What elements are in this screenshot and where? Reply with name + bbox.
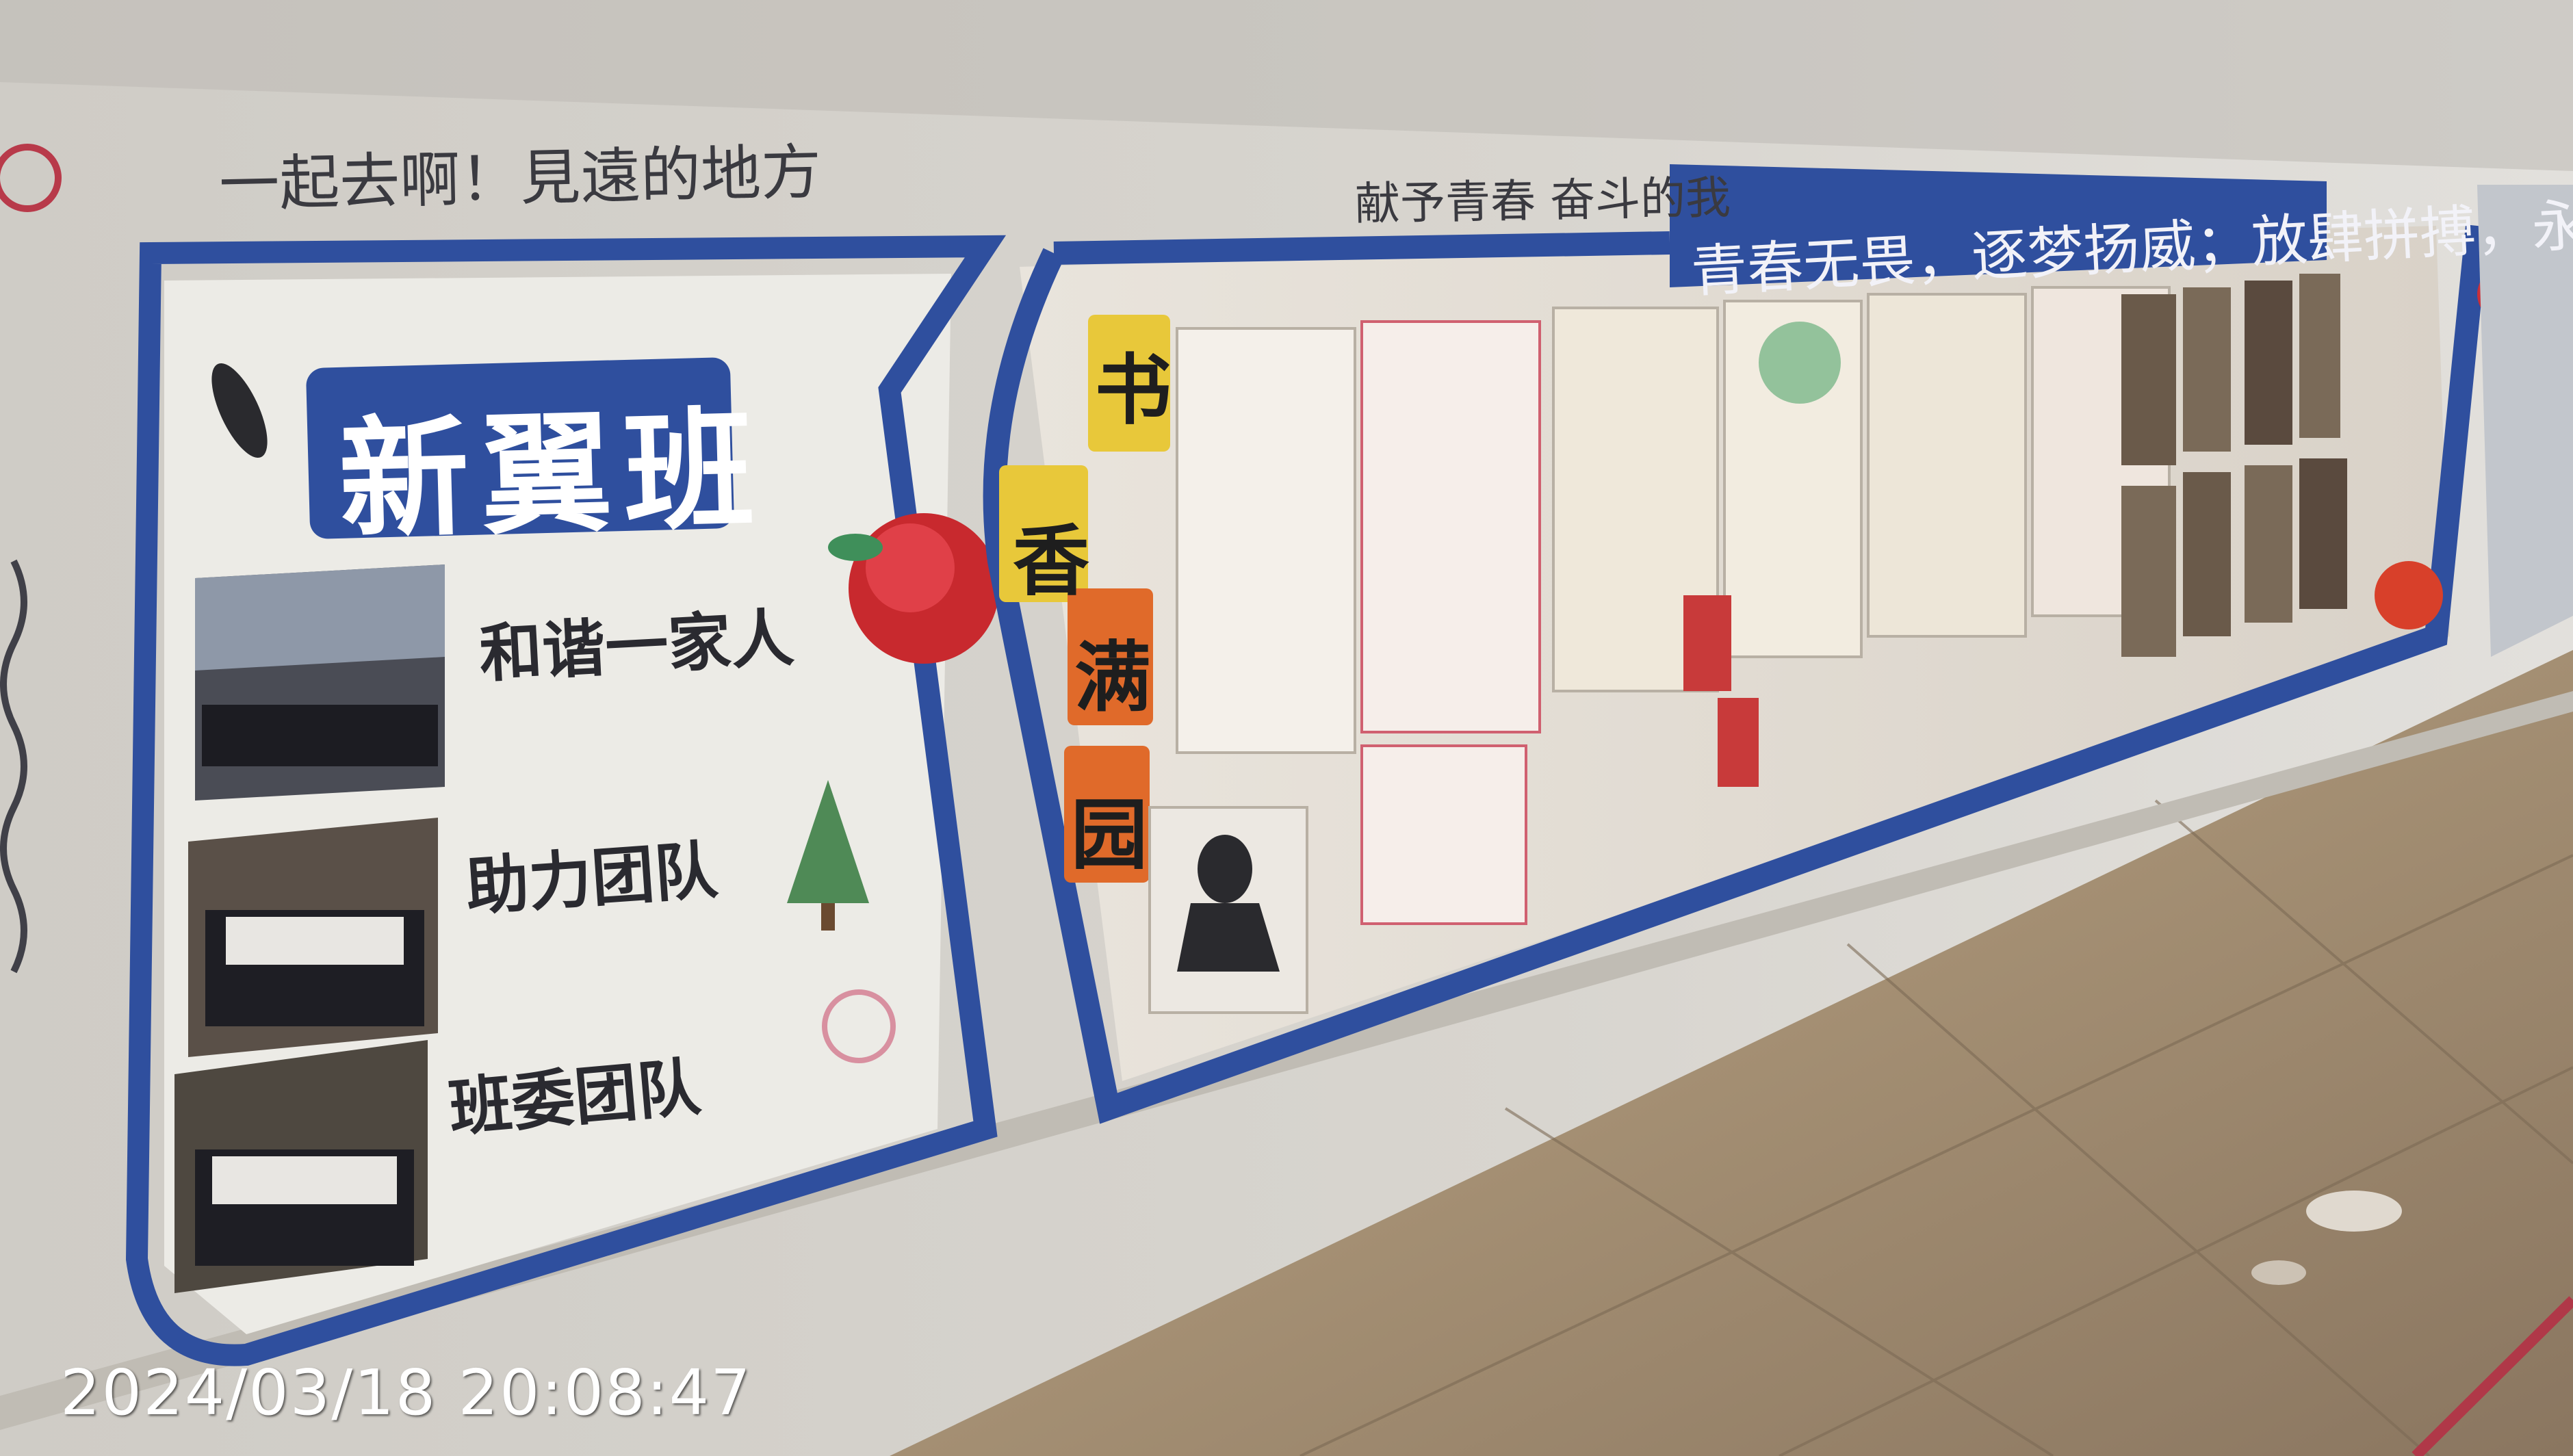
tile-shu — [1088, 315, 1170, 452]
right-panel-frame — [983, 224, 2489, 1124]
photo-3 — [174, 1040, 428, 1293]
tile-xiang — [999, 465, 1088, 602]
baseboard — [0, 691, 2573, 1430]
photo-1 — [195, 564, 445, 801]
left-panel-frame — [125, 235, 1007, 1366]
ceiling-shade — [0, 0, 2573, 171]
tile-character: 园 — [1071, 790, 1148, 880]
top-slogan: 一起去啊！見遠的地方 — [218, 136, 823, 220]
slogan-banner — [1670, 164, 2327, 287]
feather-decoration — [211, 363, 268, 458]
paper-flower-green — [1759, 322, 1841, 404]
tile-man — [1068, 588, 1153, 725]
dedication-text: 献予青春 奋斗的我 — [1354, 171, 1731, 231]
portrait-illustration — [1177, 835, 1280, 972]
floor-reflection — [2251, 1260, 2306, 1285]
vine-decoration — [0, 559, 27, 974]
far-wall-panel — [2477, 185, 2573, 657]
floor — [890, 650, 2573, 1456]
red-tag — [1683, 595, 1731, 691]
tile-character: 书 — [1095, 346, 1172, 435]
tile-character: 香 — [1013, 517, 1089, 606]
photo-caption: 和谐一家人 — [477, 601, 796, 691]
photo-2 — [188, 818, 438, 1057]
class-title-plate — [306, 357, 734, 539]
paper-flower-orange — [2375, 561, 2443, 629]
pink-doodle — [822, 989, 896, 1063]
camera-timestamp: 2024/03/18 20:08:47 — [60, 1356, 752, 1429]
paper-flower-red — [828, 513, 999, 664]
floor-tile-lines — [1300, 799, 2573, 1456]
photo-caption: 助力团队 — [463, 833, 720, 924]
floor-reflection — [2306, 1191, 2402, 1232]
class-title: 新翼班 — [337, 392, 768, 557]
tree-trunk — [821, 903, 835, 931]
red-tag — [1718, 698, 1759, 787]
red-floor-line — [2412, 1296, 2573, 1456]
flower-decoration — [0, 144, 62, 212]
tile-yuan — [1064, 746, 1150, 883]
tile-character: 满 — [1074, 633, 1151, 723]
tree-decoration — [787, 780, 869, 903]
